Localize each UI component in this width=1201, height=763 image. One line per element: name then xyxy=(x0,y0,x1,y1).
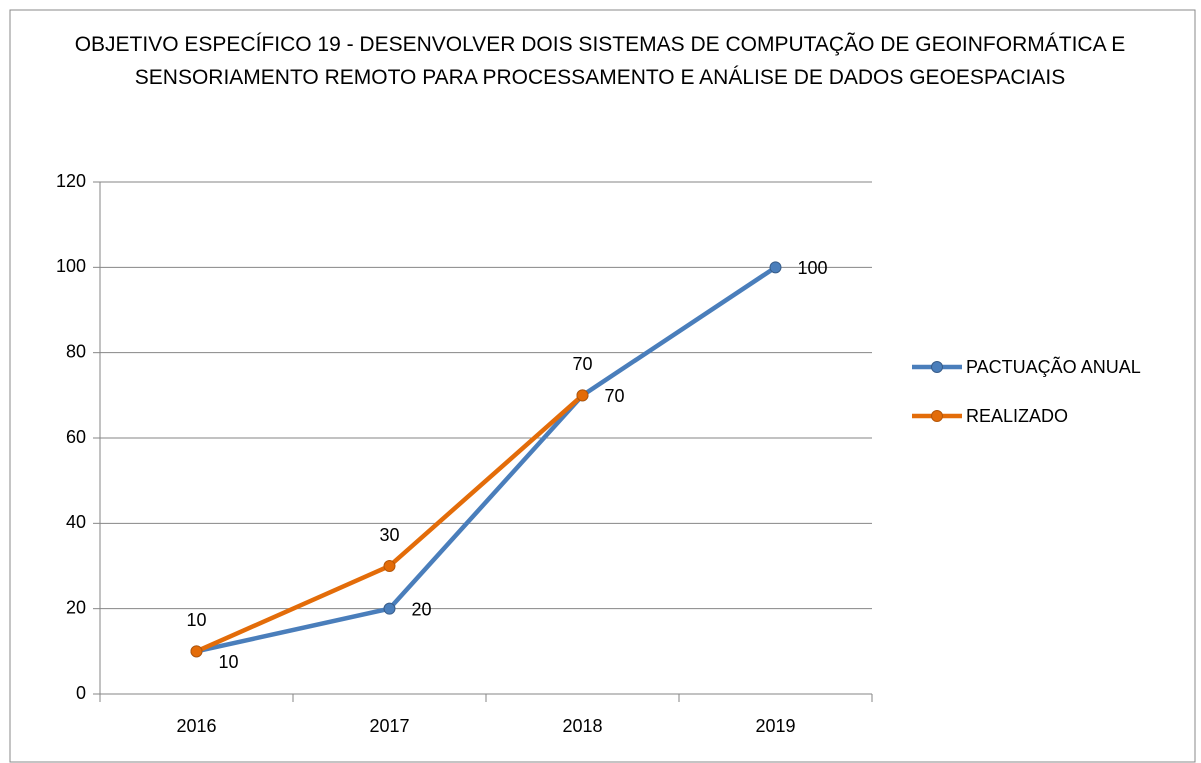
y-tick-label: 20 xyxy=(66,597,86,617)
series-line xyxy=(196,265,777,654)
x-tick-label: 2017 xyxy=(369,716,409,736)
data-label: 100 xyxy=(798,258,828,278)
data-label: 20 xyxy=(412,599,432,619)
legend-label: PACTUAÇÃO ANUAL xyxy=(966,356,1141,377)
y-tick-label: 80 xyxy=(66,341,86,361)
data-label: 70 xyxy=(572,354,592,374)
x-tick-label: 2016 xyxy=(176,716,216,736)
data-point xyxy=(190,645,203,658)
legend-marker xyxy=(931,361,943,373)
x-tick-label: 2019 xyxy=(755,716,795,736)
y-tick-label: 120 xyxy=(56,171,86,191)
y-tick-label: 40 xyxy=(66,512,86,532)
data-point xyxy=(769,261,782,274)
y-tick-label: 0 xyxy=(76,683,86,703)
chart-title: OBJETIVO ESPECÍFICO 19 - DESENVOLVER DOI… xyxy=(74,33,1126,89)
legend-label: REALIZADO xyxy=(966,406,1068,426)
data-label: 70 xyxy=(605,386,625,406)
y-tick-label: 60 xyxy=(66,427,86,447)
data-point xyxy=(383,560,396,572)
data-label: 10 xyxy=(186,610,206,630)
data-point xyxy=(576,389,589,402)
x-tick-label: 2018 xyxy=(562,716,602,736)
y-tick-label: 100 xyxy=(56,256,86,276)
data-point xyxy=(383,602,396,615)
chart-border xyxy=(9,9,1196,763)
data-label: 10 xyxy=(219,652,239,672)
legend-marker xyxy=(931,410,943,422)
data-label: 30 xyxy=(379,525,399,545)
